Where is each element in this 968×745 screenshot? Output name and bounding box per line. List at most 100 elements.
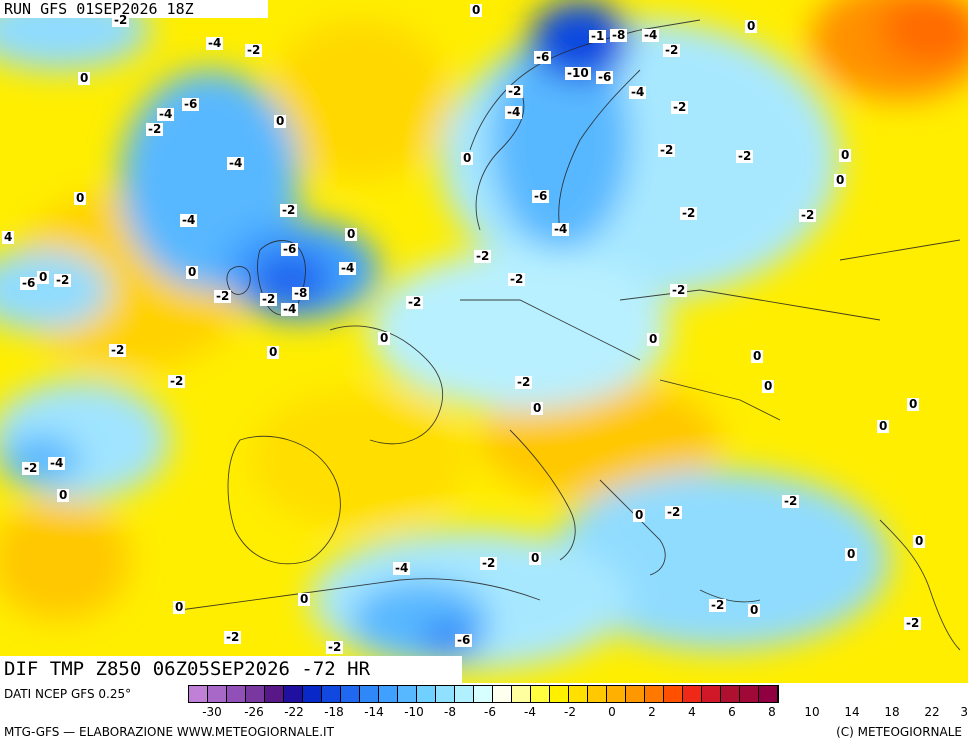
contour-label: 0 [877, 419, 890, 433]
contour-label: 0 [913, 534, 926, 548]
contour-label: 0 [186, 265, 199, 279]
contour-label: -4 [206, 36, 224, 50]
contour-label: -4 [629, 85, 647, 99]
contour-label: -6 [534, 50, 552, 64]
contour-label: 0 [274, 114, 287, 128]
legend-swatch [189, 686, 208, 702]
legend-tick-label: -6 [484, 705, 496, 719]
legend-tick-label: 22 [924, 705, 940, 719]
legend-swatch [702, 686, 721, 702]
contour-label: 0 [633, 508, 646, 522]
legend-swatch [398, 686, 417, 702]
contour-label: -2 [680, 206, 698, 220]
contour-label: -6 [182, 97, 200, 111]
contour-label: -2 [506, 84, 524, 98]
contour-label: 0 [529, 551, 542, 565]
legend-swatch [208, 686, 227, 702]
contour-label: -2 [22, 461, 40, 475]
contour-label: -6 [532, 189, 550, 203]
contour-label: -4 [505, 105, 523, 119]
legend-swatch [246, 686, 265, 702]
contour-label: -6 [281, 242, 299, 256]
contour-label: -2 [112, 13, 130, 27]
legend-swatch [284, 686, 303, 702]
contour-label: 0 [345, 227, 358, 241]
contour-label: -6 [20, 276, 38, 290]
contour-label: 0 [37, 270, 50, 284]
contour-label: -4 [642, 28, 660, 42]
contour-label: -2 [665, 505, 683, 519]
contour-label: -2 [663, 43, 681, 57]
contour-label: -4 [393, 561, 411, 575]
contour-label: -6 [596, 70, 614, 84]
legend-swatch [683, 686, 702, 702]
contour-label: -6 [455, 633, 473, 647]
contour-label: -4 [180, 213, 198, 227]
legend-tick-label: -30 [202, 705, 222, 719]
legend-swatch [265, 686, 284, 702]
color-legend-bar [188, 685, 779, 703]
data-source-label: DATI NCEP GFS 0.25° [4, 687, 132, 701]
contour-label: -4 [157, 107, 175, 121]
legend-swatch [360, 686, 379, 702]
contour-label: -1 [589, 29, 607, 43]
legend-swatch [531, 686, 550, 702]
contour-label: -2 [782, 494, 800, 508]
contour-label: -2 [109, 343, 127, 357]
contour-label: 0 [74, 191, 87, 205]
legend-swatch [607, 686, 626, 702]
legend-tick-label: -2 [564, 705, 576, 719]
contour-label: -2 [736, 149, 754, 163]
legend-swatch [740, 686, 759, 702]
contour-label: -4 [552, 222, 570, 236]
legend-tick-label: 30 [960, 705, 968, 719]
contour-label: -4 [227, 156, 245, 170]
contour-label: -2 [480, 556, 498, 570]
contour-label: 0 [173, 600, 186, 614]
legend-tick-label: 4 [688, 705, 696, 719]
contour-label: 0 [834, 173, 847, 187]
legend-tick-label: 10 [804, 705, 820, 719]
contour-label: 0 [839, 148, 852, 162]
contour-label: 0 [748, 603, 761, 617]
legend-swatch [664, 686, 683, 702]
legend-tick-label: 18 [884, 705, 900, 719]
contour-label: -2 [260, 292, 278, 306]
contour-label: -2 [671, 100, 689, 114]
legend-swatch [474, 686, 493, 702]
copyright-label: (C) METEOGIORNALE [836, 725, 962, 739]
legend-swatch [227, 686, 246, 702]
contour-label: -8 [610, 28, 628, 42]
footer: DATI NCEP GFS 0.25° -30 -26 -22 -18 -14 -10 -8… [0, 683, 968, 745]
contour-label: -2 [515, 375, 533, 389]
contour-label: -2 [508, 272, 526, 286]
legend-tick-label: 14 [844, 705, 860, 719]
legend-tick-label: -4 [524, 705, 536, 719]
contour-label: 4 [2, 230, 15, 244]
contour-label: -2 [146, 122, 164, 136]
legend-tick-label: -8 [444, 705, 456, 719]
legend-swatch [626, 686, 645, 702]
contour-label: -2 [326, 640, 344, 654]
legend-swatch [455, 686, 474, 702]
main-title: DIF TMP Z850 06Z05SEP2026 -72 HR [0, 656, 462, 683]
legend-tick-label: 8 [768, 705, 776, 719]
contour-label: 0 [470, 3, 483, 17]
map-canvas [0, 0, 968, 683]
legend-tick-label: -18 [324, 705, 344, 719]
contour-label: -2 [658, 143, 676, 157]
legend-swatch [303, 686, 322, 702]
contour-label: -8 [292, 286, 310, 300]
legend-tick-label: 0 [608, 705, 616, 719]
contour-label: 0 [845, 547, 858, 561]
contour-label: 0 [762, 379, 775, 393]
contour-label: -4 [281, 302, 299, 316]
legend-tick-label: -26 [244, 705, 264, 719]
legend-swatch [721, 686, 740, 702]
legend-swatch [759, 686, 778, 702]
legend-tick-label: -22 [284, 705, 304, 719]
contour-label: 0 [378, 331, 391, 345]
contour-label: 0 [647, 332, 660, 346]
contour-label: -4 [339, 261, 357, 275]
legend-swatch [493, 686, 512, 702]
